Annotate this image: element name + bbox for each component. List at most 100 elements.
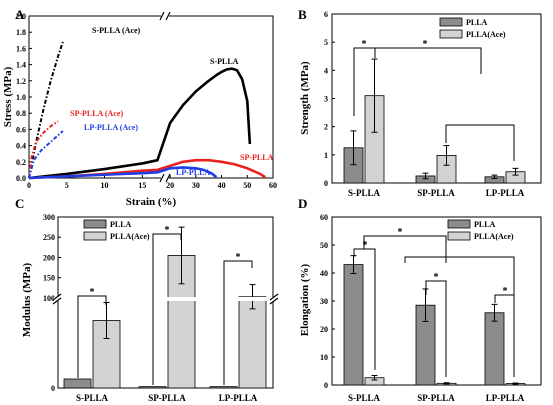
significance-star: *: [90, 287, 95, 298]
legend-label: PLLA: [466, 18, 488, 27]
y-tick-label: 6: [324, 10, 328, 19]
x-tick-label: 60: [269, 181, 277, 190]
bar: [484, 312, 505, 386]
x-tick-label: 30: [192, 181, 200, 190]
y-tick-label: 1.6: [16, 44, 26, 53]
x-category-label: LP-PLLA: [219, 393, 258, 403]
series-label: S-PLLA (Ace): [92, 26, 141, 35]
y-tick-label: 60: [320, 213, 328, 222]
axis-break-stroke: [165, 11, 171, 21]
bar: [343, 264, 364, 386]
y-tick-label: 200: [43, 253, 55, 262]
significance-bracket: [152, 233, 182, 385]
y-tick-label: 3: [324, 95, 328, 104]
y-tick-label: 1.4: [16, 61, 26, 70]
y-tick-label: 0: [324, 381, 328, 390]
series-line: [28, 41, 64, 179]
series-label: SP-PLLA: [240, 153, 274, 162]
y-tick-label: 0.8: [16, 109, 26, 118]
x-axis-break-top: [159, 11, 171, 21]
series-line: [28, 130, 64, 179]
x-category-label: LP-PLLA: [486, 393, 525, 403]
significance-star: *: [362, 39, 367, 50]
legend-label: PLLA(Ace): [466, 30, 506, 39]
legend-swatch-plla: [447, 219, 471, 229]
significance-bracket: [223, 260, 253, 385]
series-label: LP-PLLA (Ace): [84, 123, 138, 132]
y-axis-break-stroke: [269, 297, 279, 305]
x-category-label: S-PLLA: [348, 188, 381, 198]
plot-frame: [28, 15, 274, 179]
x-category-label: SP-PLLA: [417, 188, 455, 198]
significance-bracket: [425, 280, 447, 377]
bar: [63, 378, 92, 389]
significance-bracket: [364, 47, 482, 74]
x-tick-label: 10: [101, 181, 109, 190]
legend-swatch-plla: [83, 219, 107, 229]
y-tick-label: 2.0: [16, 12, 26, 21]
panel-d: D 0 10 20 30 40 50 60 Elongation (%) S-PLLA SP-PLL…: [298, 196, 542, 403]
series-label: LP-PLLA: [176, 168, 210, 177]
axis-break-stroke: [159, 11, 165, 21]
series-line: [28, 120, 59, 179]
panel-letter: C: [15, 196, 24, 211]
x-axis-label: Strain (%): [126, 196, 177, 208]
y-axis-label: Strength (MPa): [299, 61, 311, 135]
y-axis-break-band: [54, 297, 277, 301]
panel-c: C 100 150 200 250 300 0 Modulus (MPa) S-PLLA SP-P…: [15, 196, 279, 403]
y-tick-label: 4: [324, 66, 328, 75]
y-axis-break-stroke: [52, 297, 62, 305]
significance-bracket: [77, 295, 107, 378]
y-axis-label: Stress (MPa): [2, 66, 14, 127]
series-label: SP-PLLA (Ace): [70, 109, 123, 118]
x-tick-label: 5: [65, 181, 69, 190]
significance-bracket: [404, 256, 515, 295]
y-tick-label: 1.0: [16, 93, 26, 102]
y-tick-label: 1.2: [16, 77, 26, 86]
significance-bracket: [363, 235, 447, 263]
significance-star: *: [363, 240, 368, 251]
significance-bracket: [494, 294, 515, 377]
y-axis-break-stroke: [269, 293, 279, 301]
axis-break-stroke: [159, 173, 165, 183]
bar: [209, 386, 238, 389]
x-category-label: SP-PLLA: [148, 393, 186, 403]
y-axis-label: Modulus (MPa): [21, 263, 33, 338]
significance-star: *: [398, 227, 403, 238]
axis-break-stroke: [165, 173, 171, 183]
axis-break-gap: [161, 11, 169, 21]
significance-star: *: [165, 225, 170, 236]
y-tick-label: 0: [324, 179, 328, 188]
legend-label: PLLA: [110, 220, 132, 229]
y-tick-label: 150: [43, 274, 55, 283]
y-tick-label: 1.8: [16, 28, 26, 37]
y-axis-break-stroke: [52, 293, 62, 301]
bar: [138, 386, 167, 389]
x-tick-label: 40: [218, 181, 226, 190]
legend-swatch-plla-ace: [439, 29, 463, 39]
y-tick-label: 250: [43, 233, 55, 242]
y-axis-label: Elongation (%): [299, 263, 311, 336]
legend-label: PLLA: [474, 220, 496, 229]
y-tick-label: 100: [43, 294, 55, 303]
x-axis-break: [159, 173, 171, 183]
series-label: S-PLLA: [210, 57, 239, 66]
series-line: [28, 67, 252, 180]
legend-label: PLLA(Ace): [474, 232, 514, 241]
x-tick-label: 50: [243, 181, 251, 190]
y-tick-label: 0.2: [16, 158, 26, 167]
x-category-label: S-PLLA: [348, 393, 381, 403]
y-tick-label: 0.6: [16, 125, 26, 134]
panel-b: B 0 1 2 3 4 5 6 Strength (MPa) S-PLLA SP-PLLA LP-PL…: [298, 7, 542, 198]
y-tick-label: 0.0: [16, 174, 26, 183]
y-tick-label: 2: [324, 123, 328, 132]
panel-a: A 0.0 0.2 0.4 0.6 0.8 1.0 1.2 1.4 1.6 1.8 2.0 0 5 10 15…: [2, 7, 277, 208]
x-category-label: SP-PLLA: [417, 393, 455, 403]
y-tick-label: 0.4: [16, 142, 26, 151]
axis-break-gap: [161, 173, 169, 183]
significance-star: *: [503, 286, 508, 297]
legend-swatch-plla-ace: [83, 231, 107, 241]
legend-label: PLLA(Ace): [110, 232, 150, 241]
x-category-label: S-PLLA: [76, 393, 109, 403]
series-line: [28, 166, 218, 180]
